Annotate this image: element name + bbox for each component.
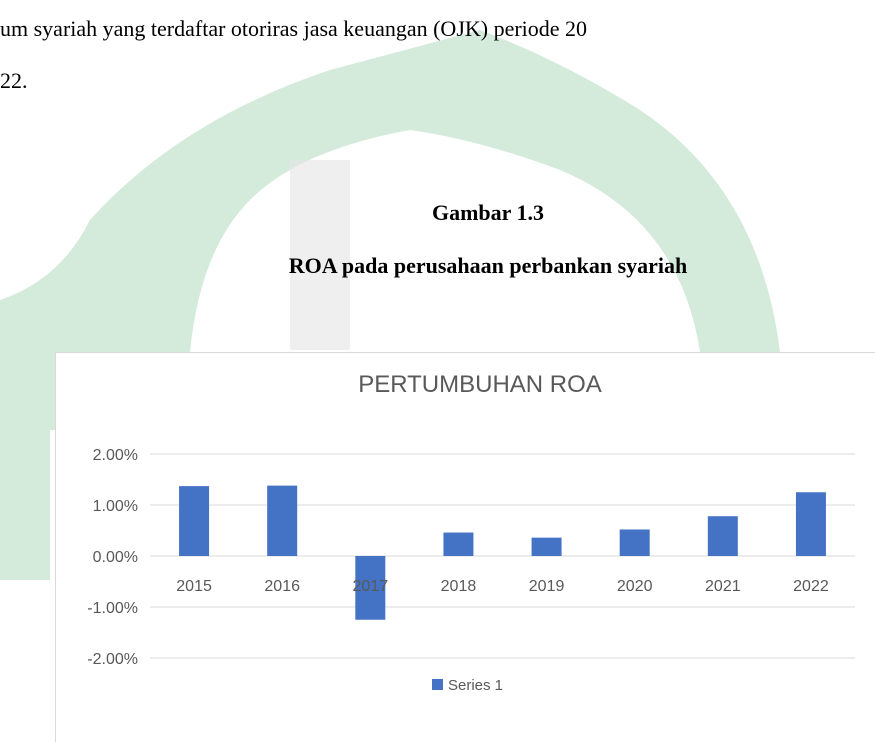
x-tick-label: 2020 [617,578,653,595]
x-tick-label: 2021 [705,578,741,595]
y-tick-label: 0.00% [93,549,138,566]
x-tick-label: 2022 [793,578,829,595]
chart-title: PERTUMBUHAN ROA [358,371,602,398]
bar [707,516,738,556]
legend-label: Series 1 [448,677,503,694]
x-tick-label: 2018 [441,578,477,595]
x-tick-label: 2019 [529,578,565,595]
bar [267,485,298,556]
figure-number: Gambar 1.3 [432,200,544,225]
bar [795,492,826,556]
y-tick-label: -1.00% [87,600,138,617]
body-text: um syariah yang terdaftar otoriras jasa … [0,16,587,41]
bar [443,532,474,556]
y-tick-label: 2.00% [93,447,138,464]
bar [179,486,210,556]
bar [355,556,386,620]
bar [619,529,650,556]
bar [531,537,562,556]
x-tick-label: 2017 [353,578,389,595]
body-text: 22. [0,68,28,93]
chart: 2.00% 1.00% 0.00% -1.00% -2.00% 2015 2016 2017 2… [87,447,855,694]
legend-swatch [432,679,443,690]
y-tick-label: 1.00% [93,498,138,515]
watermark [0,30,780,580]
figure-caption: ROA pada perusahaan perbankan syariah [289,253,688,278]
x-tick-label: 2016 [264,578,300,595]
x-tick-label: 2015 [176,578,212,595]
y-tick-label: -2.00% [87,651,138,668]
